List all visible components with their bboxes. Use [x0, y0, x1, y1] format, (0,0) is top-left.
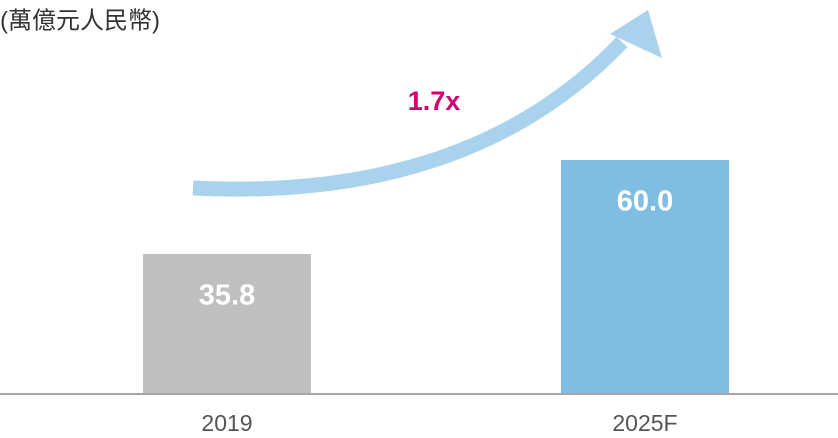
bar	[143, 253, 311, 393]
bar	[561, 160, 729, 393]
value-label: 60.0	[617, 186, 673, 218]
arrow-shaft	[192, 36, 628, 197]
annotation: 1.7x	[408, 86, 461, 116]
chart-title: (萬億元人民幣)	[0, 7, 160, 34]
arrow-head	[610, 10, 662, 58]
value-label: 35.8	[199, 280, 255, 312]
x-tick-label: 2019	[201, 410, 252, 436]
growth-arrow	[192, 10, 662, 197]
x-tick-label: 2025F	[612, 410, 677, 436]
